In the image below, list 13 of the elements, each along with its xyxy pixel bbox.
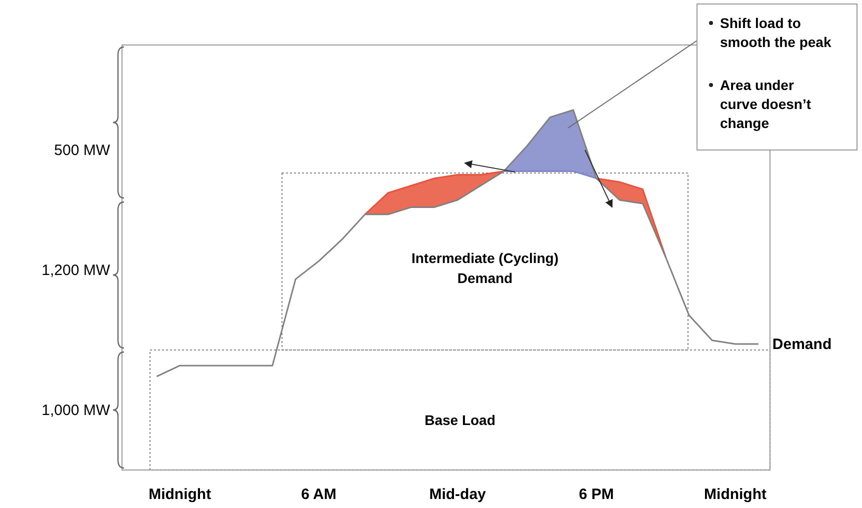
text: 1,200 MW xyxy=(42,262,111,279)
x-tick-label: Mid-day xyxy=(429,486,487,503)
text: Shift load to smooth the peak xyxy=(720,15,832,50)
x-tick-label: Midnight xyxy=(148,486,212,503)
text: 500 MW xyxy=(54,142,111,159)
x-tick-label: 6 AM xyxy=(301,486,336,503)
text: 1,000 MW xyxy=(42,402,111,419)
x-tick-label: Midnight xyxy=(704,486,767,503)
x-tick-label: 6 PM xyxy=(578,486,614,503)
series-label: Demand xyxy=(772,336,832,353)
annotation: Base Load xyxy=(424,412,496,428)
annotation: Area under curve doesn’t change xyxy=(720,77,812,131)
annotation: Intermediate (Cycling) Demand xyxy=(411,250,559,286)
